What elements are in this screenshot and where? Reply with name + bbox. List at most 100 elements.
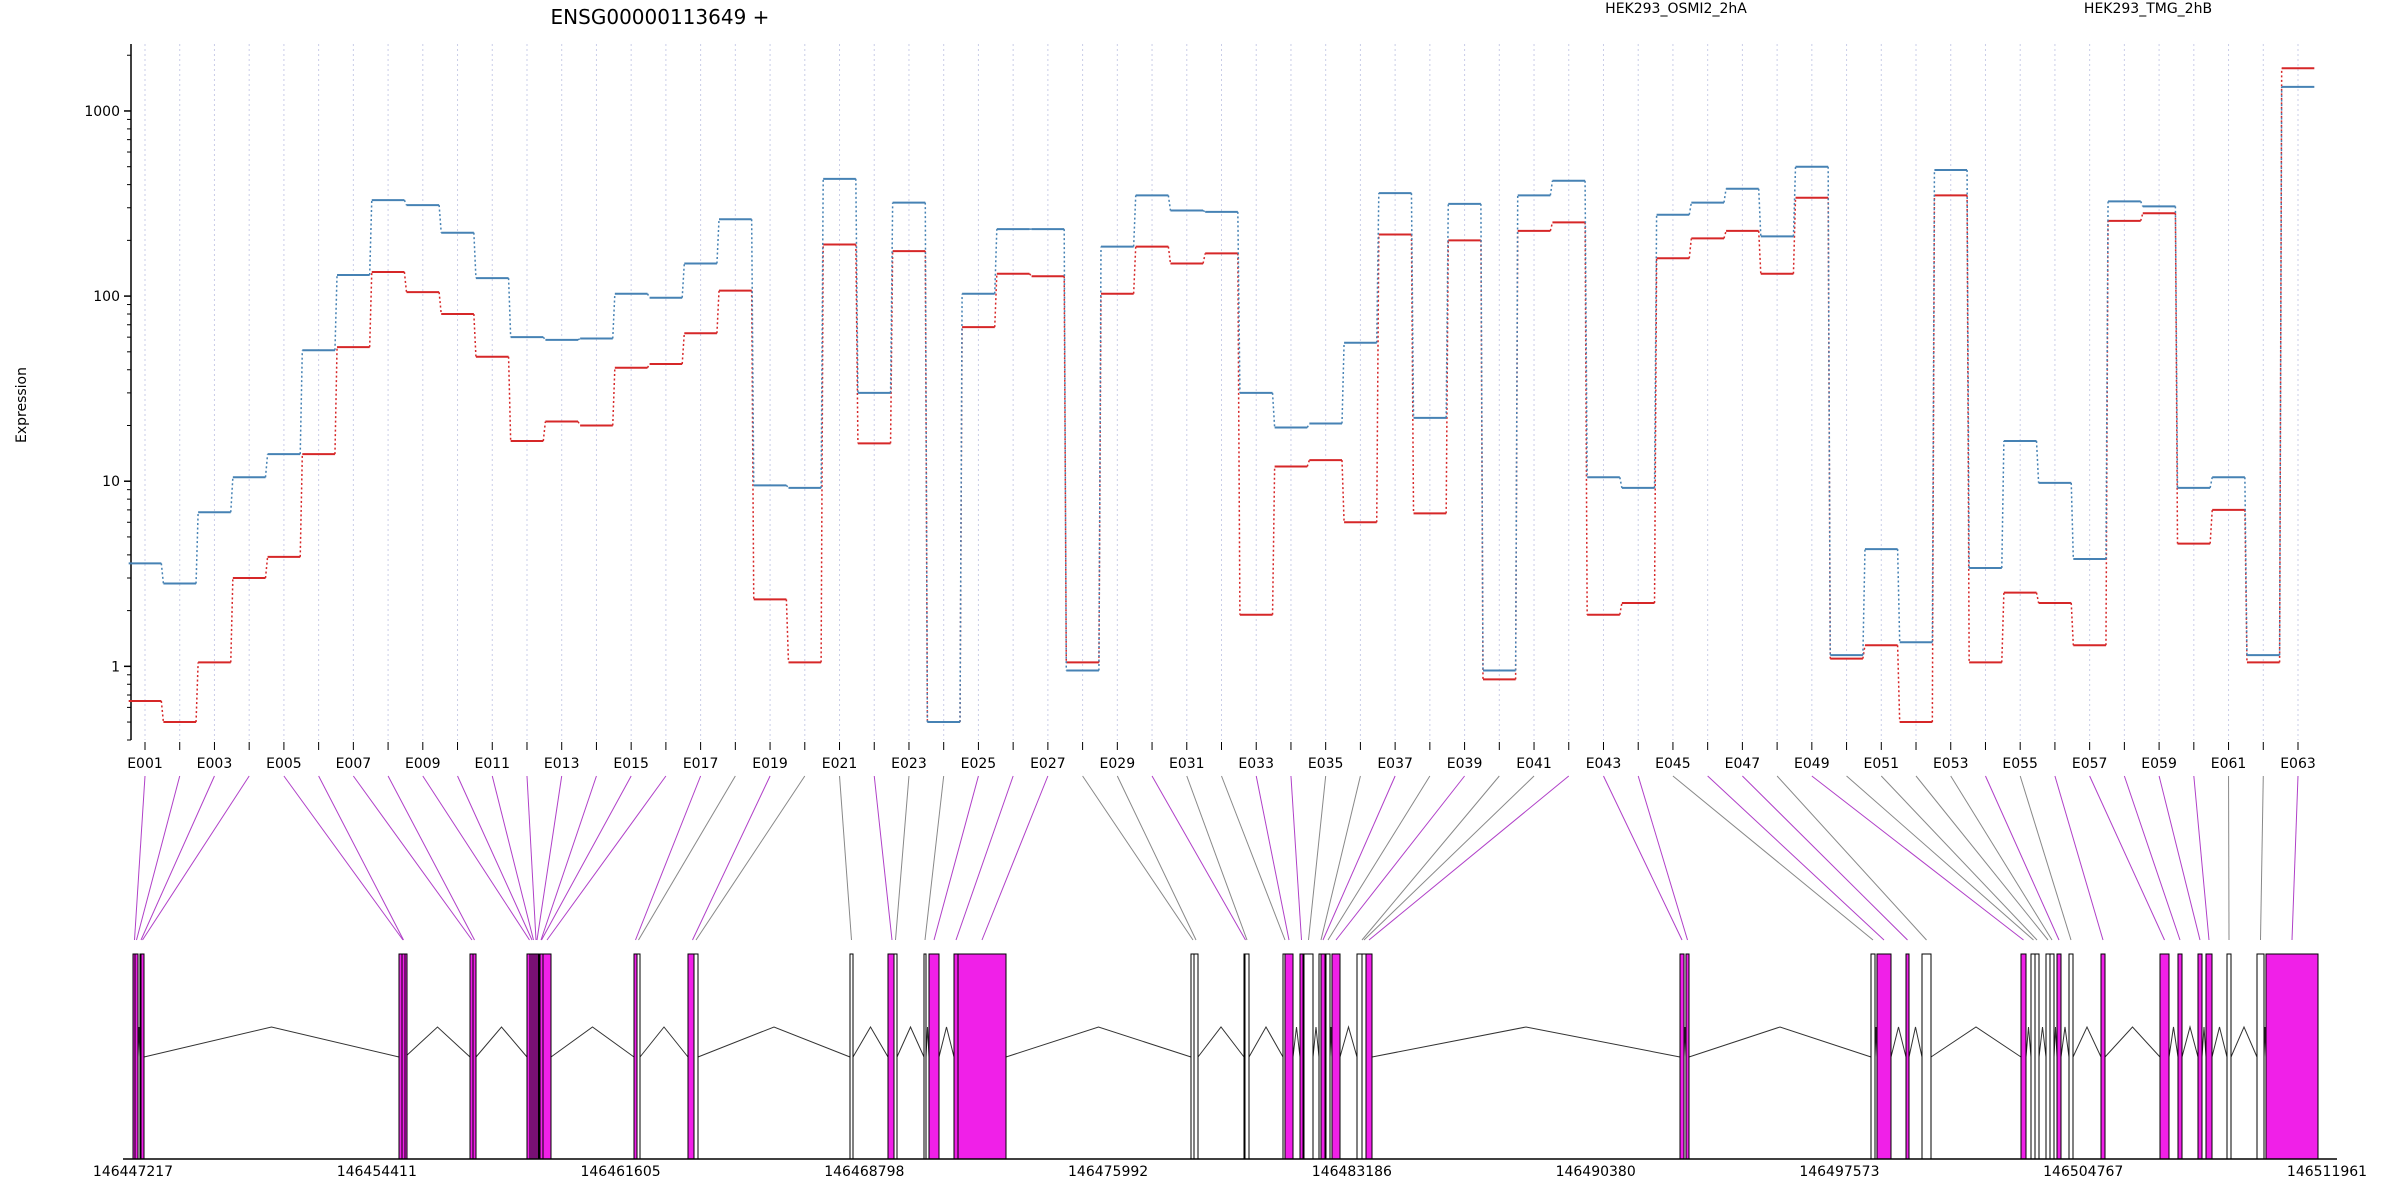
exon-label-E043: E043 (1586, 756, 1622, 772)
series-connector (2001, 440, 2005, 568)
series-connector (577, 421, 581, 426)
exon-box-E033 (1284, 953, 1294, 1160)
series-connector (1098, 246, 1102, 671)
exon-connector-E020 (695, 775, 806, 941)
intron (639, 1026, 689, 1058)
series-connector (2209, 509, 2213, 544)
exon-box-E034 (1299, 953, 1304, 1160)
exon-box-E062 (2256, 953, 2265, 1160)
exon-box-E061 (2226, 953, 2232, 1160)
intron (2211, 1026, 2228, 1058)
exon-box-E059 (2197, 953, 2203, 1160)
exon-connector-E049 (1811, 775, 2024, 941)
series-connector (681, 263, 686, 298)
exon-connector-E033 (1255, 775, 1290, 941)
genomic-coordinate-axis: 146447217 146454411 146461605 146468798 1464… (93, 1158, 2367, 1180)
exon-connector-E041 (1363, 775, 1535, 941)
exon-connector-E030 (1151, 775, 1246, 941)
coordinate-label: 146468798 (824, 1164, 904, 1180)
series-connector (1896, 549, 1901, 643)
series-connector (2174, 213, 2179, 544)
exon-connector-E047 (1742, 775, 1908, 941)
intron (475, 1026, 528, 1058)
exon-box-E055 (2068, 953, 2074, 1160)
coordinate-label: 146497573 (1799, 1164, 1879, 1180)
series-connector (1271, 392, 1276, 428)
series-connector (1306, 459, 1311, 467)
intron (2072, 1025, 2102, 1058)
series-connector (264, 454, 269, 478)
series-connector (750, 219, 755, 486)
intron (1248, 1025, 1284, 1058)
exon-connector-E016 (546, 775, 667, 941)
exon-box-E002 (134, 953, 139, 1160)
series-connector (1619, 602, 1623, 615)
exon-box-E041 (1361, 953, 1367, 1160)
exon-connector-E043 (1603, 775, 1683, 941)
series-connector (2035, 440, 2040, 483)
series-connector (993, 273, 998, 328)
y-tick-label: 10 (102, 474, 120, 490)
intron (1339, 1025, 1358, 1058)
exon-label-E055: E055 (2002, 756, 2038, 772)
series-connector (473, 313, 477, 357)
series-connector (299, 350, 304, 455)
exon-connector-E032 (1221, 775, 1286, 941)
exon-connector-E057 (2089, 775, 2165, 941)
exon-label-E001: E001 (127, 756, 163, 772)
series-connector (1375, 193, 1380, 343)
exon-label-E019: E019 (752, 756, 788, 772)
series-connector (160, 563, 165, 584)
series-connector (2278, 86, 2283, 656)
exon-connector-E046 (1707, 775, 1885, 941)
series-connector (1584, 180, 1588, 478)
series-connector (1063, 229, 1068, 671)
coordinate-label: 146475992 (1068, 1164, 1148, 1180)
series-connector (1966, 169, 1970, 568)
exon-box-E013 (535, 953, 539, 1160)
exon-label-E017: E017 (683, 756, 719, 772)
series-connector (1549, 180, 1554, 196)
exon-box-E047 (1905, 953, 1910, 1160)
exon-connector-E031 (1186, 775, 1248, 941)
exon-connector-E060 (2193, 775, 2210, 941)
series-connector (1757, 188, 1762, 237)
y-tick-label: 1 (111, 659, 120, 675)
y-tick-label: 100 (93, 289, 120, 305)
exon-connector-E036 (1320, 775, 1361, 941)
exon-connector-E045 (1672, 775, 1874, 941)
exon-box-E029 (1193, 953, 1199, 1160)
series-connector (1514, 230, 1519, 680)
series-connector (1653, 258, 1658, 603)
exon-connector-E055 (2019, 775, 2072, 941)
exon-connector-E050 (1846, 775, 2034, 941)
exon-connector-E028 (1082, 775, 1194, 941)
series-connector (612, 367, 616, 426)
exon-connector-E005 (283, 775, 404, 941)
intron (1908, 1026, 1923, 1058)
exon-connector-E037 (1322, 775, 1396, 941)
series-connector (473, 232, 477, 279)
series-connector (1028, 273, 1033, 277)
gene-model (132, 953, 2319, 1160)
exon-labels: E001 E003 E005 E007 E009 E011 E013 E015 E017 E019… (127, 742, 2316, 772)
exon-box-E025 (928, 953, 940, 1160)
series-connector (612, 293, 616, 339)
exon-box-E051 (2034, 953, 2040, 1160)
series-connector (230, 477, 234, 513)
exon-box-E058 (2177, 953, 2183, 1160)
exon-connector-E008 (387, 775, 475, 941)
y-axis-label: Expression (14, 367, 30, 443)
exon-box-E024 (923, 953, 927, 1160)
series-connector (716, 290, 720, 334)
exon-connector-E022 (873, 775, 893, 941)
exon-label-E021: E021 (822, 756, 858, 772)
series-connector (1514, 195, 1519, 671)
exon-box-E006 (401, 953, 406, 1160)
exon-connector-E023 (895, 775, 910, 941)
series-connector (1410, 193, 1415, 418)
exon-connectors (134, 775, 2299, 941)
series-connector (1132, 195, 1137, 247)
series-connector (368, 200, 373, 276)
coordinate-label: 146454411 (337, 1164, 417, 1180)
